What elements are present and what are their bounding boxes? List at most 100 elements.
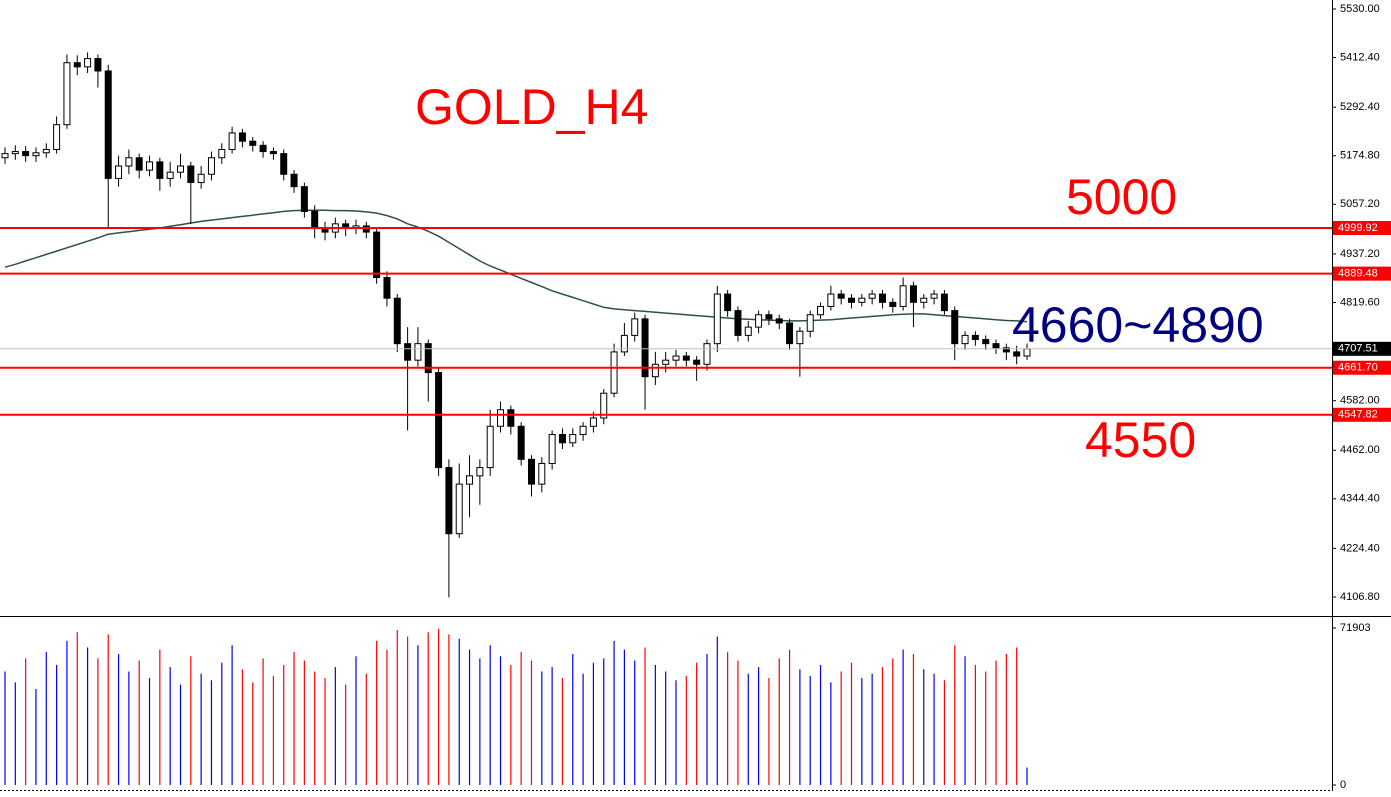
candle-body	[940, 293, 948, 312]
y-tick-label: 5174.80	[1340, 150, 1380, 162]
candle-body	[11, 151, 19, 155]
candle-body	[868, 293, 876, 299]
candle-body	[104, 70, 112, 179]
candle-body	[827, 293, 835, 307]
candle-body	[166, 171, 174, 179]
candle-body	[951, 310, 959, 345]
candle-body	[42, 148, 50, 154]
candle-body	[982, 339, 990, 345]
candle-body	[878, 293, 886, 303]
candle-body	[672, 355, 680, 361]
candle-body	[909, 285, 917, 303]
candle-body	[507, 409, 515, 427]
y-tick-label: 5057.20	[1340, 198, 1380, 210]
candle-body	[693, 359, 701, 365]
y-tick-label: 5530.00	[1340, 3, 1380, 15]
candle-body	[651, 363, 659, 378]
candle-body	[125, 157, 133, 167]
candle-body	[848, 297, 856, 303]
candle-body	[796, 330, 804, 345]
candle-body	[992, 343, 1000, 349]
moving-average	[4, 209, 1028, 323]
candle-body	[290, 173, 298, 188]
candle-body	[744, 326, 752, 336]
candle-body	[1013, 351, 1021, 357]
candle-body	[259, 144, 267, 153]
candle-body	[197, 173, 205, 184]
candle-body	[228, 132, 236, 150]
candle-body	[1, 153, 9, 159]
candle-body	[703, 343, 711, 365]
candle-body	[662, 359, 670, 365]
candle-body	[269, 151, 277, 155]
candle-body	[383, 277, 391, 299]
y-tick-label: 4462.00	[1340, 444, 1380, 456]
annotation-level: 4550	[1085, 412, 1196, 468]
candle-body	[73, 62, 81, 68]
candle-body	[930, 293, 938, 299]
marks-layer	[1, 52, 1031, 785]
candle-body	[620, 334, 628, 353]
candle-body	[589, 417, 597, 427]
candle-body	[32, 152, 40, 157]
candle-body	[187, 165, 195, 184]
level-label: 4661.70	[1338, 362, 1378, 374]
level-label: 4547.82	[1338, 409, 1378, 421]
annotation-range: 4660~4890	[1012, 297, 1264, 353]
candle-body	[249, 140, 257, 146]
volume-tick-label: 71903	[1340, 622, 1371, 634]
candle-body	[486, 425, 494, 469]
level-label: 4999.92	[1338, 222, 1378, 234]
levels-layer	[0, 227, 1332, 416]
candle-body	[146, 161, 154, 171]
candle-body	[280, 153, 288, 175]
candle-body	[63, 62, 71, 126]
candle-body	[135, 157, 143, 171]
candle-body	[765, 314, 773, 320]
candle-body	[610, 351, 618, 394]
candle-body	[558, 434, 566, 444]
candle-body	[734, 310, 742, 336]
candle-body	[920, 297, 928, 303]
candle-body	[899, 285, 907, 307]
candle-body	[424, 343, 432, 374]
y-tick-label: 4819.60	[1340, 296, 1380, 308]
level-tag	[1333, 266, 1391, 281]
level-tag	[1333, 221, 1391, 236]
annotation-title: GOLD_H4	[415, 79, 648, 135]
level-tag	[1333, 360, 1391, 375]
candle-body	[300, 186, 308, 212]
y-tick-label: 4582.00	[1340, 395, 1380, 407]
y-tick-label: 4937.20	[1340, 248, 1380, 260]
level-tag	[1333, 407, 1391, 422]
y-tick-label: 4224.40	[1340, 542, 1380, 554]
candle-body	[435, 372, 443, 469]
candle-body	[569, 434, 577, 444]
candle-body	[207, 157, 215, 175]
candle-body	[527, 458, 535, 485]
candle-body	[455, 483, 463, 535]
level-label: 4889.48	[1338, 268, 1378, 280]
y-tick-label: 4106.80	[1340, 591, 1380, 603]
candle-body	[806, 314, 814, 332]
candle-body	[445, 467, 453, 535]
candle-body	[889, 301, 897, 307]
candle-body	[961, 334, 969, 345]
candle-body	[971, 334, 979, 341]
candle-body	[84, 58, 92, 68]
candle-body	[497, 409, 505, 427]
candle-body	[238, 132, 246, 142]
y-tick-label: 5292.40	[1340, 101, 1380, 113]
axis-layer: 5530.00 5412.40 5292.40 5174.80 5057.20 4937.…	[1332, 3, 1391, 791]
candle-body	[393, 297, 401, 345]
candle-body	[22, 151, 30, 157]
last-price-tag	[1333, 341, 1391, 356]
candle-body	[115, 165, 123, 179]
candle-body	[775, 318, 783, 324]
candle-body	[476, 467, 484, 477]
candle-body	[858, 297, 866, 303]
candle-body	[53, 124, 61, 150]
candle-body	[94, 58, 102, 72]
candle-body	[311, 210, 319, 229]
